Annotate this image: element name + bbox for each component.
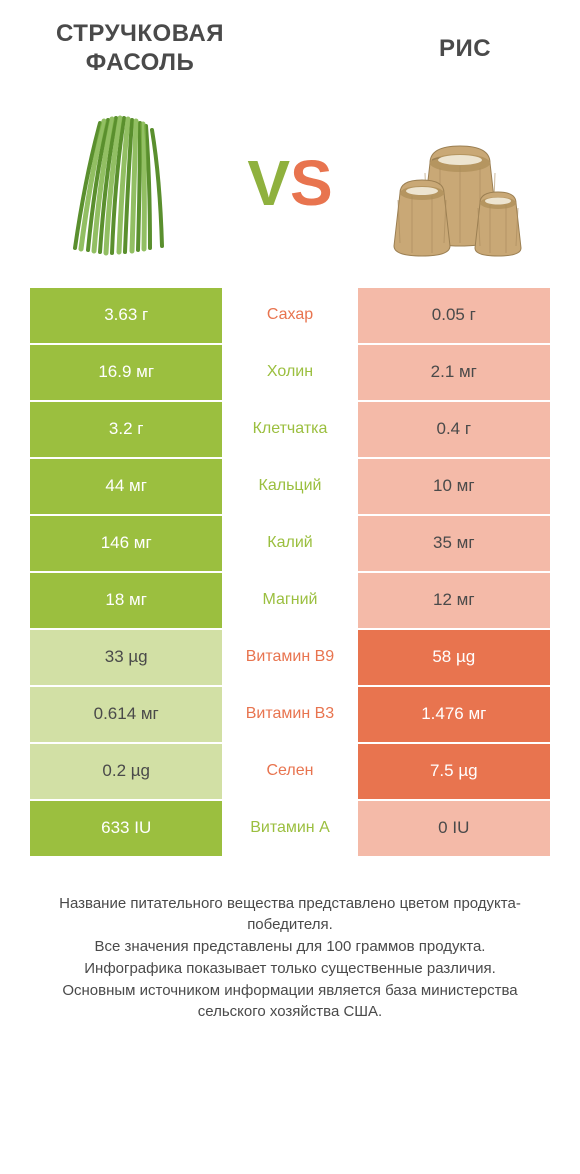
nutrient-label: Витамин B9 [222, 630, 357, 685]
vs-s: S [290, 146, 333, 220]
table-row: 0.2 µgСелен7.5 µg [30, 744, 550, 801]
nutrient-label: Кальций [222, 459, 357, 514]
product-title-right: РИС [390, 35, 540, 63]
footer-notes: Название питательного вещества представл… [30, 893, 550, 1024]
value-left: 146 мг [30, 516, 222, 571]
value-right: 0 IU [358, 801, 550, 856]
vs-v: V [247, 146, 290, 220]
value-left: 3.2 г [30, 402, 222, 457]
table-row: 18 мгМагний12 мг [30, 573, 550, 630]
table-row: 0.614 мгВитамин B31.476 мг [30, 687, 550, 744]
value-right: 0.05 г [358, 288, 550, 343]
value-right: 35 мг [358, 516, 550, 571]
titles-row: СТРУЧКОВАЯ ФАСОЛЬ РИС [30, 20, 550, 78]
nutrient-table: 3.63 гСахар0.05 г16.9 мгХолин2.1 мг3.2 г… [30, 288, 550, 858]
value-right: 10 мг [358, 459, 550, 514]
value-left: 16.9 мг [30, 345, 222, 400]
footer-line-4: Основным источником информации является … [40, 980, 540, 1024]
table-row: 33 µgВитамин B958 µg [30, 630, 550, 687]
nutrient-label: Витамин B3 [222, 687, 357, 742]
value-left: 44 мг [30, 459, 222, 514]
value-right: 2.1 мг [358, 345, 550, 400]
nutrient-label: Холин [222, 345, 357, 400]
vs-label: VS [247, 146, 332, 220]
footer-line-1: Название питательного вещества представл… [40, 893, 540, 937]
value-right: 7.5 µg [358, 744, 550, 799]
value-left: 18 мг [30, 573, 222, 628]
value-right: 0.4 г [358, 402, 550, 457]
footer-line-3: Инфографика показывает только существенн… [40, 958, 540, 980]
value-right: 1.476 мг [358, 687, 550, 742]
product-title-left: СТРУЧКОВАЯ ФАСОЛЬ [40, 20, 240, 78]
nutrient-label: Сахар [222, 288, 357, 343]
table-row: 146 мгКалий35 мг [30, 516, 550, 573]
value-left: 0.614 мг [30, 687, 222, 742]
nutrient-label: Витамин A [222, 801, 357, 856]
footer-line-2: Все значения представлены для 100 граммо… [40, 936, 540, 958]
product-image-left [50, 108, 190, 258]
table-row: 44 мгКальций10 мг [30, 459, 550, 516]
value-left: 633 IU [30, 801, 222, 856]
nutrient-label: Калий [222, 516, 357, 571]
value-right: 58 µg [358, 630, 550, 685]
nutrient-label: Селен [222, 744, 357, 799]
table-row: 633 IUВитамин A0 IU [30, 801, 550, 858]
value-left: 3.63 г [30, 288, 222, 343]
nutrient-label: Магний [222, 573, 357, 628]
hero-row: VS [30, 98, 550, 288]
table-row: 16.9 мгХолин2.1 мг [30, 345, 550, 402]
table-row: 3.63 гСахар0.05 г [30, 288, 550, 345]
value-left: 33 µg [30, 630, 222, 685]
value-left: 0.2 µg [30, 744, 222, 799]
comparison-infographic: СТРУЧКОВАЯ ФАСОЛЬ РИС [0, 0, 580, 1174]
product-image-right [390, 108, 530, 258]
table-row: 3.2 гКлетчатка0.4 г [30, 402, 550, 459]
nutrient-label: Клетчатка [222, 402, 357, 457]
value-right: 12 мг [358, 573, 550, 628]
